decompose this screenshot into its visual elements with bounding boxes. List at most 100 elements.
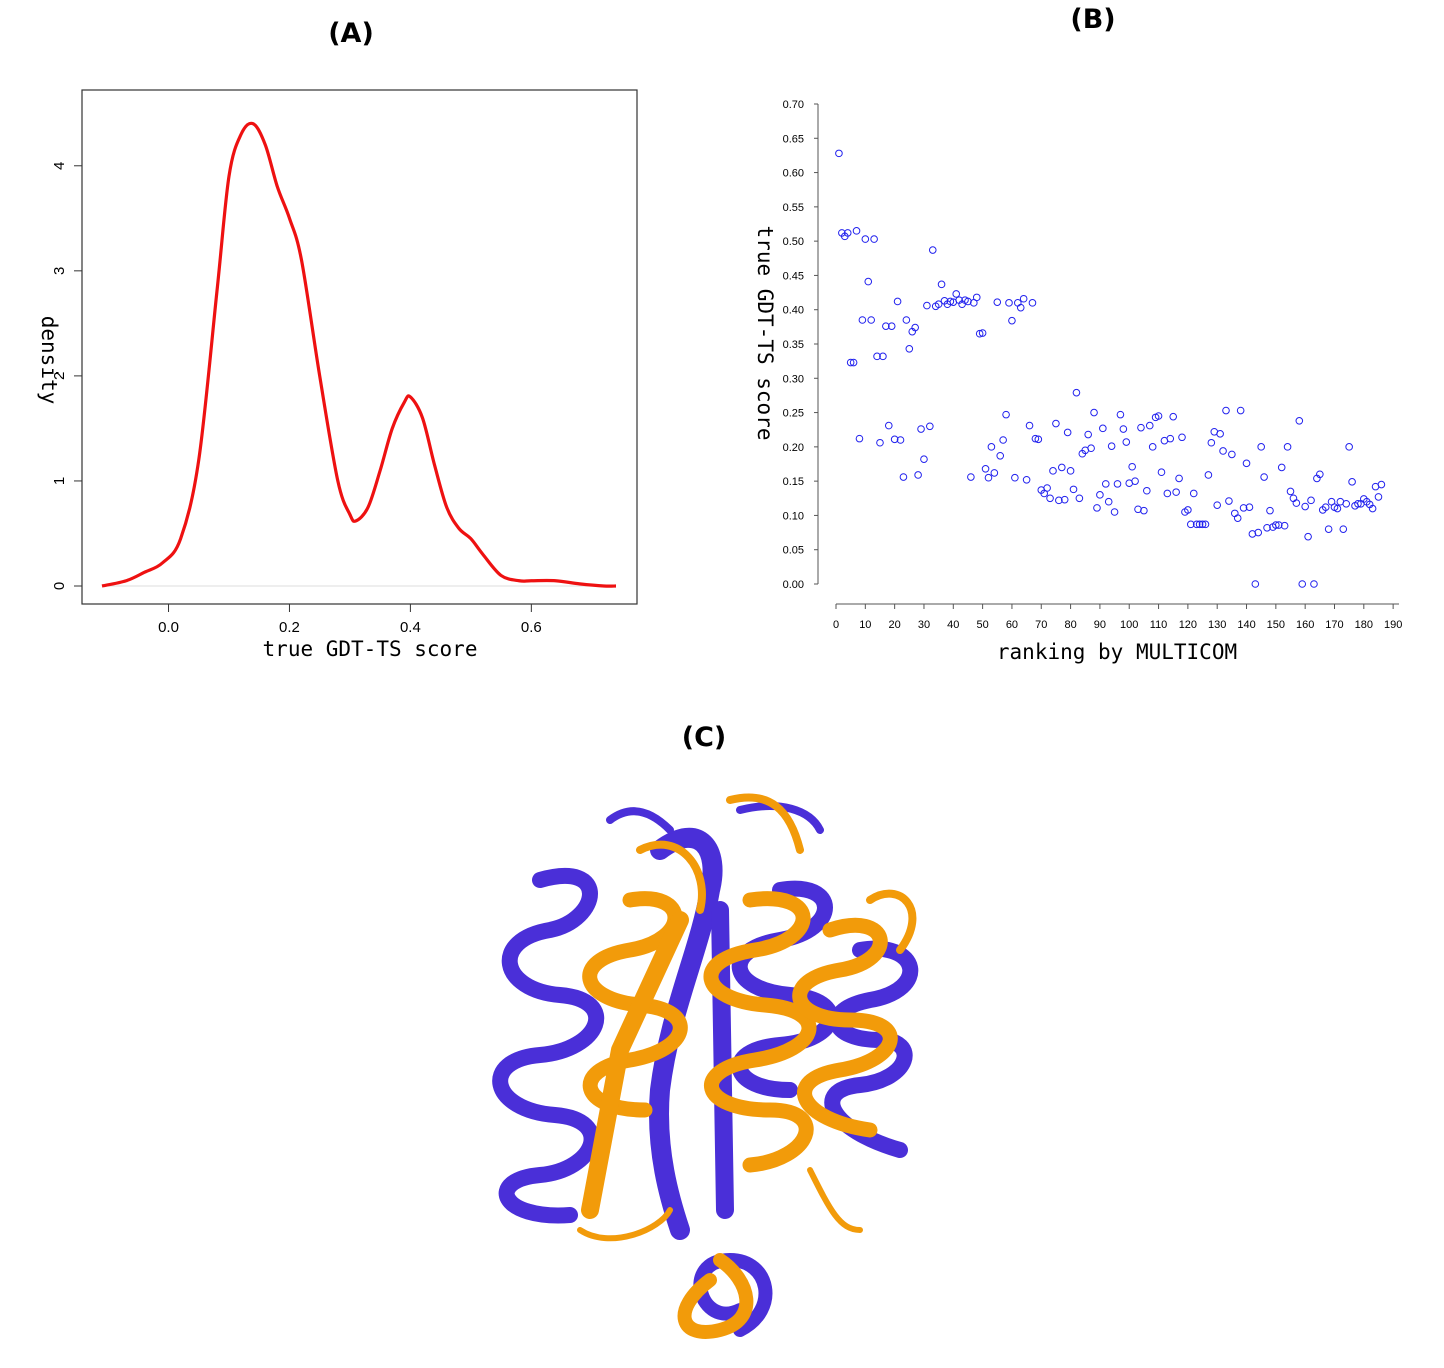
scatter-point <box>855 434 864 443</box>
scatter-point <box>1119 425 1128 433</box>
scatter-point <box>1099 424 1107 433</box>
scatter-point <box>1184 506 1192 514</box>
scatter-point <box>1057 463 1066 472</box>
scatter-point <box>1113 480 1122 488</box>
x-tick-label: 190 <box>1384 619 1402 631</box>
x-tick-label: 10 <box>859 619 871 631</box>
scatter-point <box>1289 494 1298 503</box>
scatter-point <box>1072 388 1081 397</box>
y-tick-label: 0.45 <box>783 270 804 282</box>
scatter-point <box>1248 530 1257 538</box>
scatter-point <box>1043 484 1051 492</box>
x-tick-label: 160 <box>1296 619 1314 631</box>
scatter-point <box>1239 504 1248 512</box>
y-tick-label: 3 <box>51 267 68 275</box>
y-tick-label: 0.35 <box>783 339 804 351</box>
scatter-point <box>999 436 1007 444</box>
scatter-point <box>1049 467 1057 475</box>
scatter-point <box>952 290 961 298</box>
y-tick-label: 2 <box>51 372 68 380</box>
scatter-point <box>1324 525 1333 533</box>
scatter-point <box>964 297 972 306</box>
scatter-point <box>1333 504 1342 513</box>
y-tick-label: 0.40 <box>783 305 804 317</box>
scatter-point <box>1178 433 1186 442</box>
x-tick-label: 20 <box>889 619 901 631</box>
ranking-scatter-chart: 0.00 0.05 0.10 0.15 0.20 0.25 0.30 0.35 0.40 0.45… <box>753 99 1402 664</box>
panel-b-label: (B) <box>1070 4 1116 35</box>
scatter-point <box>1069 485 1078 494</box>
scatter-point <box>1060 495 1069 504</box>
scatter-point <box>861 235 870 243</box>
scatter-point <box>1005 299 1013 307</box>
scatter-point <box>1002 410 1010 419</box>
scatter-point <box>884 421 893 430</box>
x-tick-label: 100 <box>1120 619 1138 631</box>
x-tick-label: 0.4 <box>400 619 421 636</box>
scatter-point <box>1011 473 1019 482</box>
scatter-point <box>1087 444 1095 453</box>
x-tick-label: 170 <box>1325 619 1343 631</box>
scatter-point <box>1272 521 1280 529</box>
scatter-point <box>1034 435 1043 444</box>
scatter-point <box>1260 473 1268 481</box>
scatter-point <box>1321 503 1330 512</box>
scatter-point <box>975 329 984 338</box>
scatter-point <box>849 358 858 367</box>
scatter-point <box>864 277 873 286</box>
scatter-point <box>1046 494 1054 503</box>
x-tick-label: 70 <box>1035 619 1047 631</box>
scatter-point <box>852 227 861 235</box>
scatter-point <box>1298 580 1307 588</box>
density-curve <box>101 121 617 588</box>
scatter-point <box>1286 487 1295 496</box>
x-tick-label: 140 <box>1237 619 1255 631</box>
y-tick-label: 4 <box>51 162 68 170</box>
x-axis-title: ranking by MULTICOM <box>997 640 1237 664</box>
x-tick-label: 0.2 <box>279 619 300 636</box>
scatter-point <box>1131 477 1139 485</box>
scatter-point <box>1374 493 1383 501</box>
scatter-point <box>1257 443 1265 451</box>
scatter-point <box>1075 494 1084 503</box>
scatter-point <box>972 293 981 302</box>
protein-structure-image <box>492 793 919 1339</box>
scatter-point <box>1031 434 1040 443</box>
scatter-point <box>917 425 925 433</box>
scatter-point <box>843 229 852 237</box>
scatter-point <box>1134 505 1142 514</box>
scatter-point <box>990 469 999 477</box>
scatter-point <box>1104 497 1113 506</box>
scatter-point <box>934 300 943 309</box>
scatter-point <box>1316 470 1324 479</box>
scatter-point <box>1028 299 1037 307</box>
scatter-point <box>1055 496 1063 505</box>
scatter-point <box>914 471 922 479</box>
scatter-point <box>1342 499 1351 508</box>
scatter-point <box>1014 299 1022 307</box>
scatter-point <box>926 422 934 431</box>
scatter-point <box>835 149 843 158</box>
scatter-point <box>1368 504 1377 513</box>
scatter-point <box>1172 488 1180 496</box>
scatter-point <box>928 246 937 254</box>
scatter-point <box>1348 478 1356 486</box>
scatter-point <box>993 298 1002 306</box>
scatter-point <box>1280 521 1289 530</box>
scatter-point <box>1110 508 1119 516</box>
scatter-point <box>1052 419 1060 428</box>
scatter-point <box>987 443 996 451</box>
scatter-point <box>896 436 905 444</box>
scatter-point <box>1175 474 1183 483</box>
scatter-point <box>1101 480 1110 488</box>
scatter-point <box>996 451 1005 460</box>
x-tick-label: 30 <box>918 619 930 631</box>
scatter-point <box>920 455 928 464</box>
scatter-point <box>1236 406 1245 415</box>
x-tick-label: 110 <box>1150 619 1168 631</box>
scatter-point <box>1242 459 1251 468</box>
scatter-point <box>870 235 878 243</box>
scatter-point <box>1216 430 1224 438</box>
scatter-point <box>1254 528 1263 537</box>
scatter-point <box>873 352 881 361</box>
